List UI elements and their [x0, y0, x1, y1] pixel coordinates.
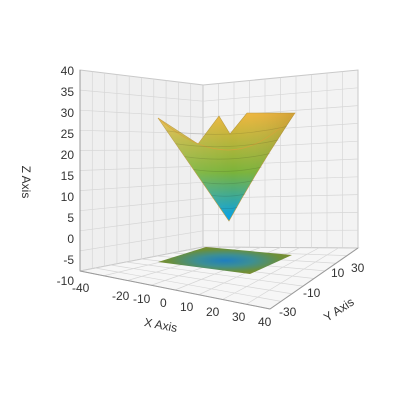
x-axis-line	[79, 270, 271, 310]
floor-gridline	[222, 247, 320, 300]
x-tick-label: -40	[72, 281, 90, 295]
surface-contour	[193, 166, 263, 172]
left-wall-gridline	[79, 181, 204, 191]
y-tick-label: 30	[351, 261, 365, 275]
z-tick-label: -10	[57, 274, 75, 288]
z-tick-label: 25	[61, 127, 75, 141]
z-tick-label: 0	[67, 232, 74, 246]
surface-contour	[202, 180, 254, 185]
y-tick-labels: -30 -10 10 30	[279, 261, 365, 319]
surface-contour	[184, 153, 271, 160]
surface-cone	[157, 112, 296, 222]
y-tick-label: -10	[303, 286, 321, 300]
z-tick-label: 10	[61, 190, 75, 204]
z-tick-label: 5	[67, 211, 74, 225]
surface-contour	[211, 193, 246, 197]
z-tick-label: 30	[61, 106, 75, 120]
z-tick-labels: 40 35 30 25 20 15 10 5 0 -5 -10	[57, 64, 75, 288]
z-tick-label: 15	[61, 169, 75, 183]
floor-projection	[158, 247, 292, 274]
x-tick-label: 30	[232, 310, 246, 324]
x-tick-label: 40	[258, 315, 272, 329]
y-tick-label: -30	[279, 305, 297, 319]
z-tick-label: 20	[61, 148, 75, 162]
y-tick-label: 10	[331, 266, 345, 280]
surface-contour	[220, 207, 238, 209]
right-wall-gridline	[202, 229, 359, 232]
z-tick-label: -5	[63, 253, 74, 267]
z-axis-title: Z Axis	[19, 166, 33, 199]
surface-contours	[166, 126, 287, 209]
x-tick-label: 20	[206, 305, 220, 319]
z-tick-label: 40	[61, 64, 75, 78]
surface-contour	[175, 139, 279, 148]
y-axis-line	[269, 247, 359, 310]
x-tick-label: 10	[180, 300, 194, 314]
x-axis-title: X Axis	[143, 315, 178, 335]
z-tick-label: 35	[61, 85, 75, 99]
x-tick-label: -10	[133, 292, 151, 306]
y-axis-title: Y Axis	[321, 295, 356, 325]
surface-shade	[158, 113, 295, 221]
surface-rim	[157, 112, 296, 151]
x-tick-labels: -40 -20 -10 0 10 20 30 40	[72, 281, 272, 329]
left-wall-gridline	[79, 198, 204, 212]
x-tick-label: -20	[112, 289, 130, 303]
surface-contour	[166, 126, 287, 135]
x-tick-label: 0	[160, 296, 167, 310]
floor-gridline	[246, 247, 339, 305]
left-wall-gridline	[79, 230, 204, 252]
left-wall-gridline	[79, 214, 204, 232]
